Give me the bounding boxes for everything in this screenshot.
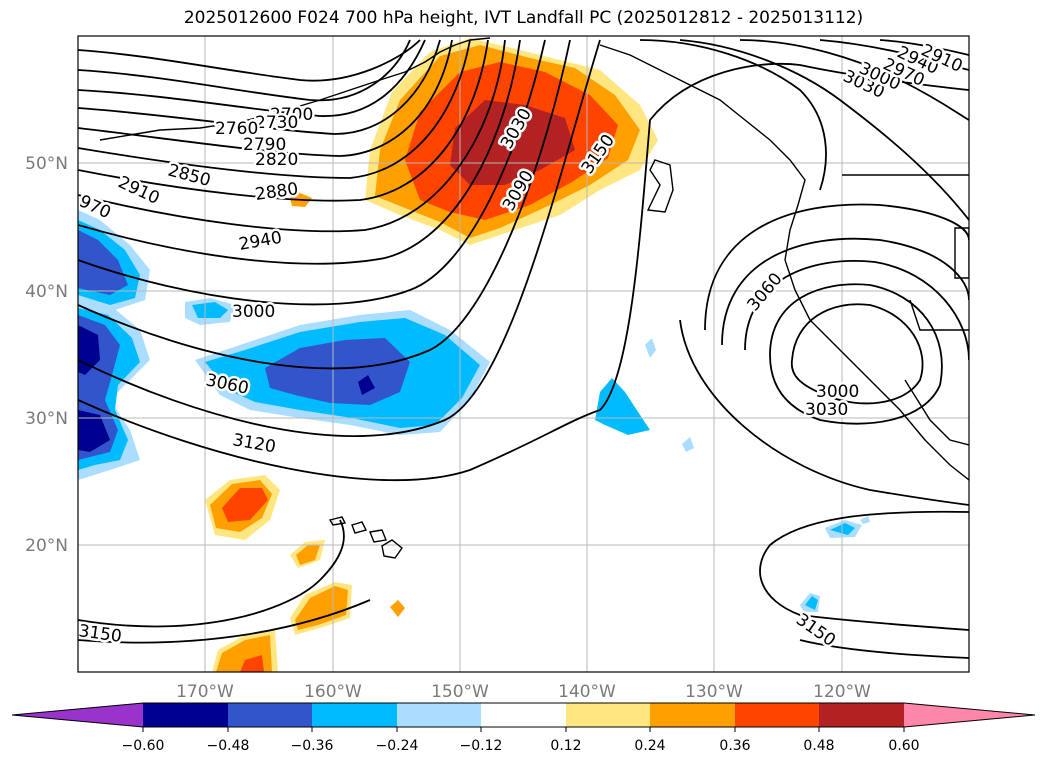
colorbar-segment (143, 703, 228, 727)
contour-label: 3030 (805, 400, 848, 420)
colorbar-tick-label: 0.24 (634, 738, 665, 754)
colorbar-segment (566, 703, 650, 727)
colorbar-extend-high (904, 703, 1035, 727)
contour-label: 2940 (237, 228, 283, 255)
lon-axis: 170°W 160°W 150°W 140°W 130°W 120°W (176, 682, 871, 702)
colorbar-extend-low (12, 703, 143, 727)
contour-label: 2700 (270, 105, 313, 125)
lat-tick-label: 30°N (25, 409, 68, 429)
colorbar-ticks (142, 727, 905, 732)
colorbar-segment (650, 703, 735, 727)
ivt-negative-anomaly (78, 210, 870, 612)
lon-tick-label: 130°W (685, 682, 743, 702)
lat-tick-label: 20°N (25, 536, 68, 556)
colorbar-tick-label: 0.48 (803, 738, 834, 754)
colorbar: −0.60 −0.48 −0.36 −0.24 −0.12 0.12 0.24 … (11, 702, 1036, 754)
contour-label: 2760 (215, 119, 258, 139)
colorbar-segment (228, 703, 312, 727)
colorbar-tick-label: 0.12 (550, 738, 581, 754)
colorbar-tick-label: 0.60 (888, 738, 919, 754)
gridlines (78, 36, 969, 672)
colorbar-tick-label: −0.24 (376, 738, 419, 754)
lat-axis: 20°N 30°N 40°N 50°N (25, 154, 68, 556)
height-contours (78, 39, 969, 659)
map-title: 2025012600 F024 700 hPa height, IVT Land… (183, 8, 864, 28)
lon-tick-label: 140°W (558, 682, 616, 702)
contour-label: 2730 (255, 113, 298, 133)
lat-tick-label: 40°N (25, 282, 68, 302)
colorbar-segment (312, 703, 397, 727)
colorbar-tick-label: −0.36 (291, 738, 334, 754)
contour-label: 3000 (232, 302, 275, 322)
contour-label: 2790 (243, 135, 286, 155)
colorbar-segment (481, 703, 566, 727)
colorbar-segment (735, 703, 819, 727)
colorbar-segment (819, 703, 904, 727)
contour-label: 3000 (816, 382, 859, 402)
lon-tick-label: 160°W (304, 682, 362, 702)
colorbar-tick-label: 0.36 (719, 738, 750, 754)
lon-tick-label: 150°W (431, 682, 489, 702)
colorbar-tick-label: −0.60 (122, 738, 165, 754)
contour-label: 2820 (255, 150, 298, 170)
colorbar-segment (397, 703, 481, 727)
lon-tick-label: 120°W (813, 682, 871, 702)
colorbar-tick-label: −0.12 (460, 738, 503, 754)
lat-tick-label: 50°N (25, 154, 68, 174)
lon-tick-label: 170°W (176, 682, 234, 702)
colorbar-tick-label: −0.48 (207, 738, 250, 754)
map-border (77, 35, 970, 673)
